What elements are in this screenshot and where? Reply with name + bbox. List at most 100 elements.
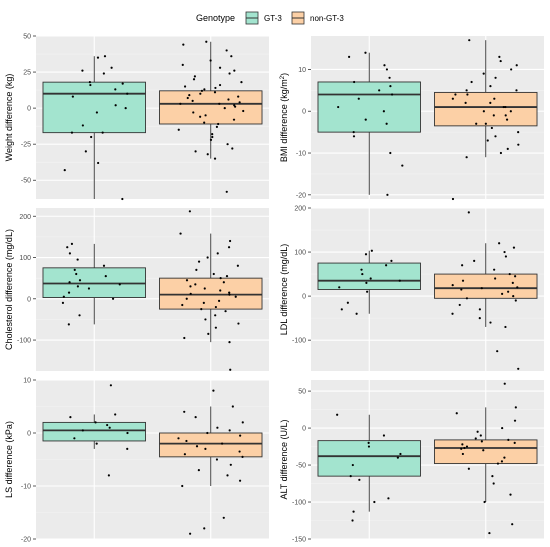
data-point <box>492 482 495 485</box>
data-point <box>202 301 205 305</box>
data-point <box>204 318 207 321</box>
y-tick-label: 100 <box>19 255 31 262</box>
data-point <box>81 429 84 432</box>
y-tick-label: -50 <box>296 463 306 470</box>
legend-label-gt3: GT-3 <box>264 14 282 23</box>
data-point <box>237 322 240 325</box>
data-point <box>389 151 392 155</box>
data-point <box>340 308 343 311</box>
data-point <box>121 82 124 85</box>
data-point <box>111 297 115 300</box>
data-point <box>512 246 516 249</box>
data-point <box>70 131 74 134</box>
data-point <box>177 128 180 131</box>
box-non-GT-3 <box>159 210 263 371</box>
data-point <box>228 291 231 294</box>
data-point <box>219 277 222 280</box>
data-point <box>499 59 502 63</box>
data-point <box>351 463 354 467</box>
data-point <box>70 242 74 246</box>
data-point <box>194 416 197 419</box>
data-point <box>461 443 464 446</box>
data-point <box>194 150 197 153</box>
data-point <box>385 68 389 71</box>
data-point <box>118 283 121 286</box>
data-point <box>188 94 191 97</box>
data-point <box>385 264 388 267</box>
data-point <box>207 332 210 335</box>
data-point <box>373 500 376 504</box>
data-point <box>365 281 368 284</box>
data-point <box>507 438 510 442</box>
data-point <box>200 308 203 311</box>
data-point <box>501 292 504 296</box>
panel-3: -100 0 100 200 Cholesterol difference (mg/dL… <box>4 208 269 371</box>
data-point <box>401 164 404 167</box>
data-point <box>68 281 71 284</box>
data-point <box>465 445 469 448</box>
data-point <box>516 286 519 289</box>
data-point <box>73 268 76 271</box>
y-tick-label: 25 <box>23 70 31 77</box>
data-point <box>62 295 65 298</box>
data-point <box>369 277 372 280</box>
data-point <box>489 85 492 88</box>
box-GT-3 <box>317 249 421 315</box>
data-point <box>238 479 242 482</box>
data-point <box>102 72 105 75</box>
data-point <box>484 122 487 125</box>
data-point <box>76 285 79 288</box>
y-axis-label: LS difference (kPa) <box>4 421 14 498</box>
data-point <box>510 68 513 71</box>
data-point <box>89 83 92 87</box>
data-point <box>211 135 214 139</box>
data-point <box>229 368 232 371</box>
data-point <box>225 190 228 193</box>
data-point <box>378 89 381 92</box>
data-point <box>498 242 501 245</box>
box <box>159 432 263 458</box>
data-point <box>203 287 206 290</box>
data-point <box>206 153 209 156</box>
data-point <box>385 122 388 125</box>
y-axis-label: LDL difference (mg/dL) <box>279 244 289 336</box>
data-point <box>222 516 225 519</box>
data-point <box>226 474 229 477</box>
data-point <box>517 131 520 134</box>
data-point <box>199 115 202 118</box>
y-tick-label: -100 <box>292 338 306 345</box>
data-point <box>188 210 191 213</box>
y-tick-label: 50 <box>298 389 306 396</box>
data-point <box>514 275 517 278</box>
y-tick-label: 0 <box>302 294 306 301</box>
data-point <box>465 156 468 159</box>
box <box>434 91 538 127</box>
y-axis-label: ALT difference (U/L) <box>279 419 289 499</box>
panel-5: -20 -10 0 10 LS difference (kPa) <box>4 378 269 544</box>
data-point <box>73 437 76 440</box>
data-point <box>503 456 506 459</box>
data-point <box>352 131 355 134</box>
box-non-GT-3 <box>159 40 263 193</box>
data-point <box>67 323 70 326</box>
data-point <box>223 107 226 110</box>
data-point <box>81 69 84 72</box>
data-point <box>213 91 217 94</box>
legend: Genotype GT-3 non-GT-3 <box>196 11 344 25</box>
y-tick-label: 200 <box>19 214 31 221</box>
data-point <box>69 416 72 419</box>
data-point <box>61 301 65 305</box>
data-point <box>76 258 79 261</box>
data-point <box>466 93 469 96</box>
data-point <box>503 382 506 385</box>
data-point <box>489 101 492 104</box>
y-tick-label: 0 <box>27 431 31 438</box>
data-point <box>204 447 207 450</box>
data-point <box>352 135 356 138</box>
data-point <box>514 299 517 302</box>
data-point <box>498 55 501 58</box>
data-point <box>211 132 214 136</box>
data-point <box>181 303 184 307</box>
data-point <box>182 43 185 46</box>
data-point <box>203 527 206 530</box>
